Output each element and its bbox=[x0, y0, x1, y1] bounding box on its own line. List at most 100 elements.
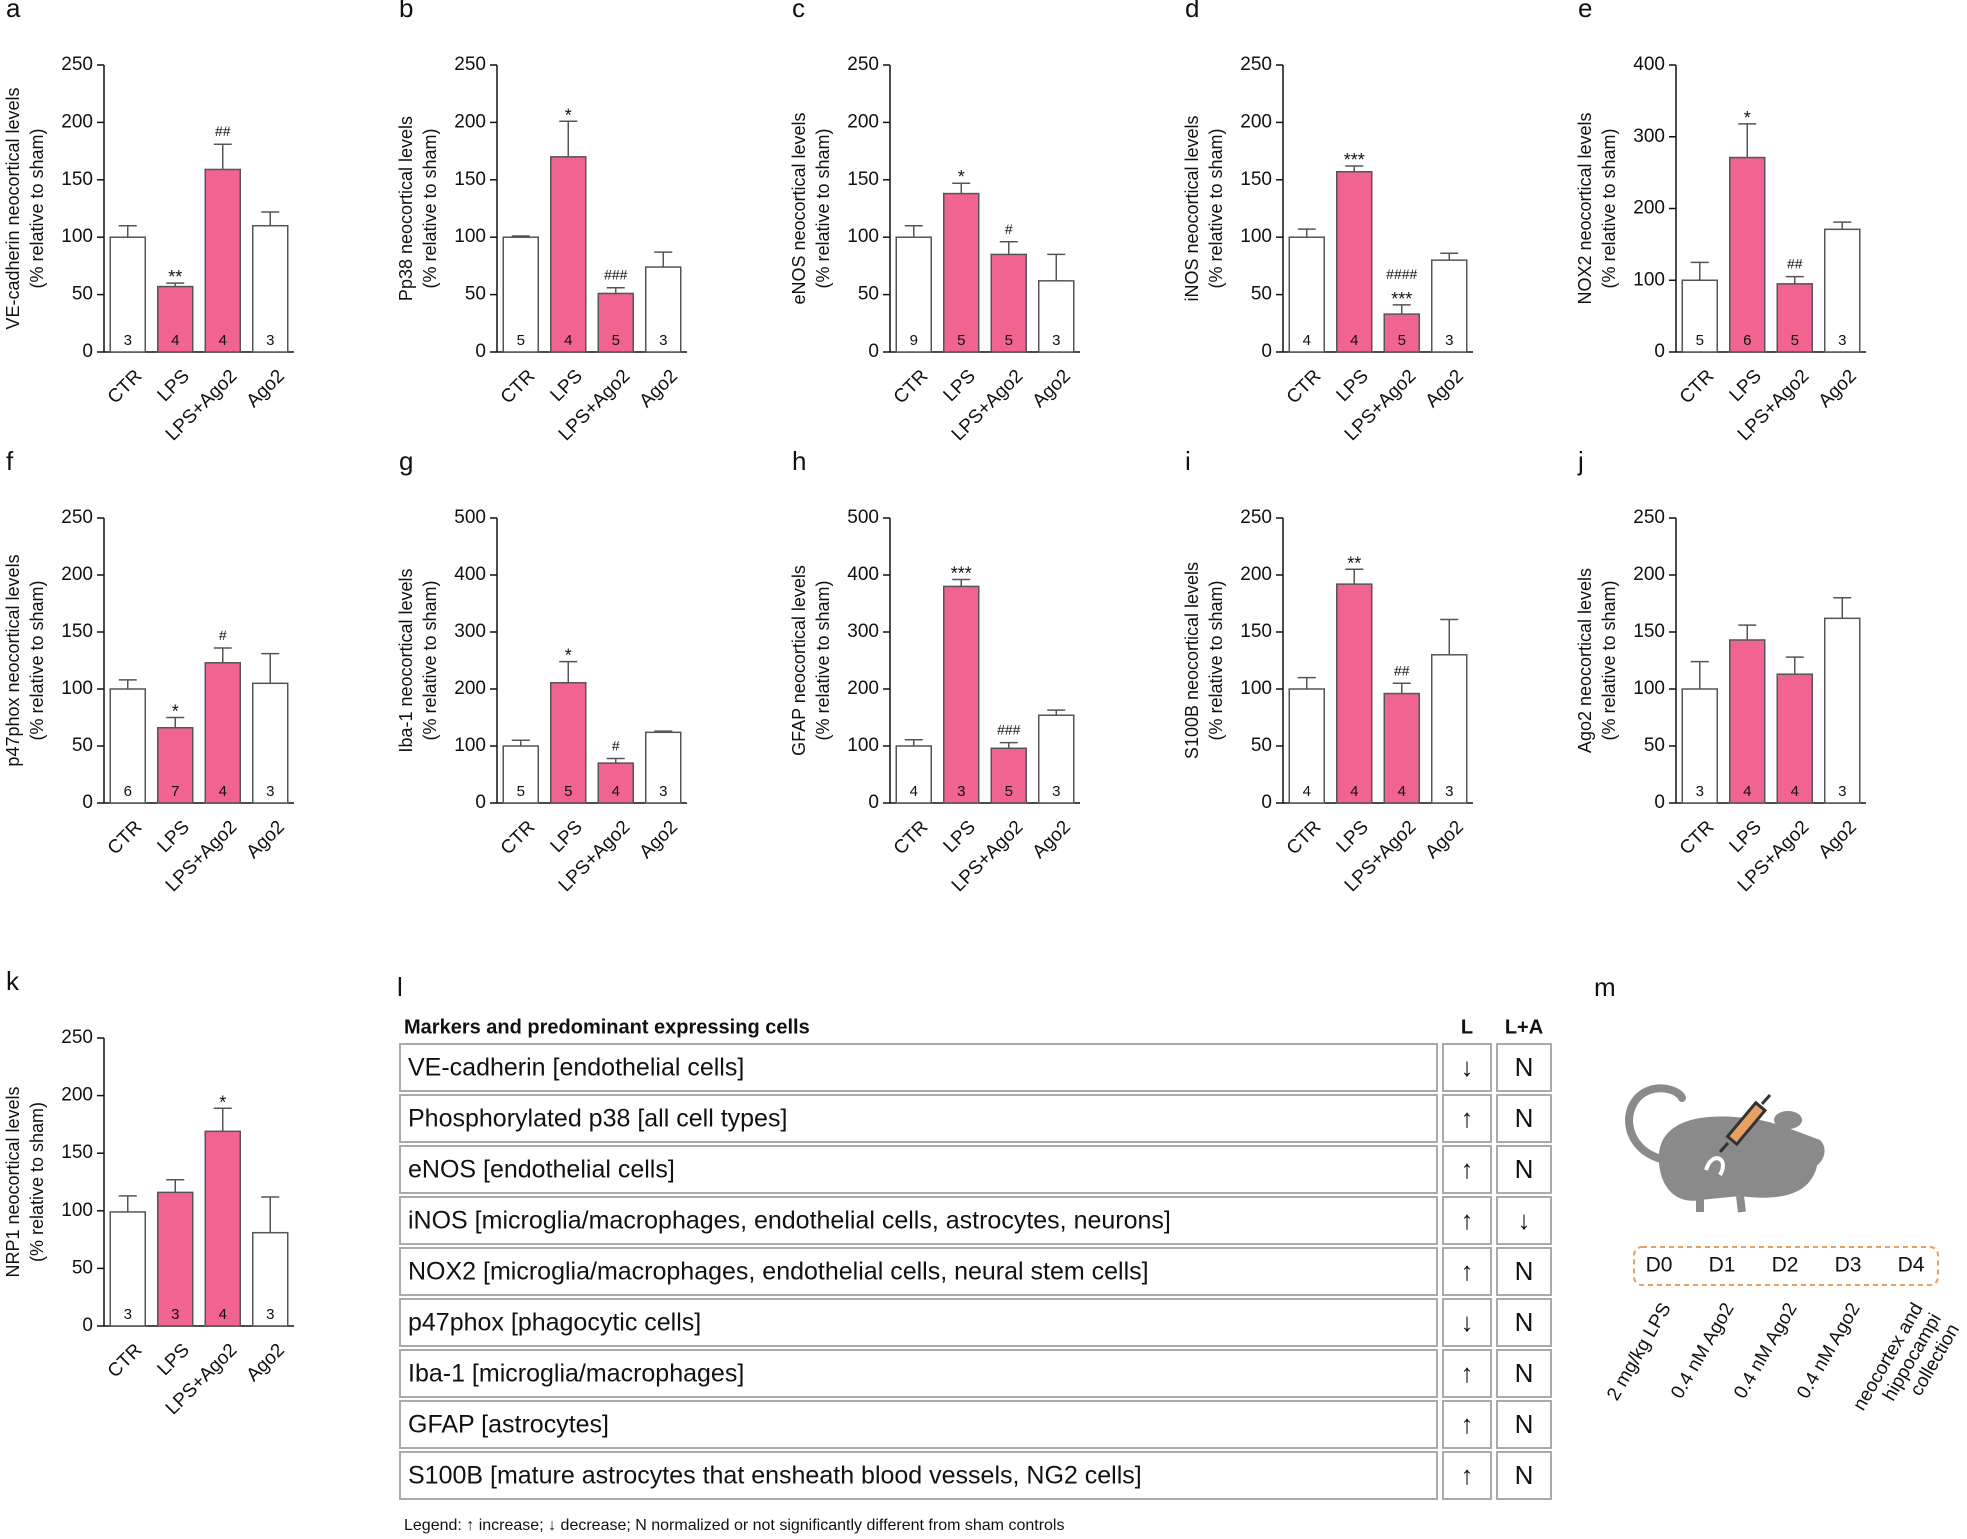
significance-hash: ## bbox=[1787, 256, 1803, 272]
y-tick-label: 0 bbox=[82, 1315, 93, 1336]
mouse-icon bbox=[1625, 1084, 1825, 1213]
n-label: 3 bbox=[266, 783, 274, 800]
panel-label: e bbox=[1578, 0, 1592, 23]
table-cell bbox=[1496, 1196, 1552, 1245]
y-axis-label: NOX2 neocortical levels bbox=[1575, 112, 1595, 304]
bar bbox=[597, 762, 634, 804]
day-label: D1 bbox=[1709, 1254, 1736, 1277]
table-cell bbox=[399, 1196, 1438, 1245]
n-label: 9 bbox=[910, 332, 918, 349]
n-label: 3 bbox=[1696, 783, 1704, 800]
x-tick-label: CTR bbox=[1283, 366, 1325, 408]
bar bbox=[109, 688, 146, 804]
y-tick-label: 250 bbox=[1633, 507, 1665, 528]
marker-text: Phosphorylated p38 [all cell types] bbox=[408, 1105, 787, 1133]
marker-text: NOX2 [microglia/macrophages, endothelial… bbox=[408, 1258, 1149, 1286]
y-axis-label: Iba-1 neocortical levels bbox=[396, 568, 416, 752]
n-label: 4 bbox=[564, 332, 572, 349]
n-label: 3 bbox=[659, 783, 667, 800]
y-tick-label: 0 bbox=[82, 792, 93, 813]
n-label: 7 bbox=[171, 783, 179, 800]
n-label: 5 bbox=[564, 783, 572, 800]
y-tick-label: 400 bbox=[1633, 54, 1665, 75]
significance-star: * bbox=[565, 646, 572, 666]
y-tick-label: 250 bbox=[1240, 54, 1272, 75]
bar bbox=[1824, 617, 1861, 804]
n-label: 3 bbox=[957, 783, 965, 800]
bar bbox=[157, 727, 194, 804]
y-axis-label: (% relative to sham) bbox=[813, 128, 833, 288]
effect-symbol: ↑ bbox=[1461, 1358, 1474, 1388]
significance-hash: ### bbox=[997, 722, 1021, 738]
bar bbox=[157, 1191, 194, 1327]
n-label: 5 bbox=[1005, 783, 1013, 800]
x-tick-label: CTR bbox=[890, 366, 932, 408]
y-tick-label: 200 bbox=[61, 1085, 93, 1106]
significance-star: * bbox=[958, 167, 965, 187]
n-label: 3 bbox=[1838, 332, 1846, 349]
n-label: 3 bbox=[1052, 783, 1060, 800]
x-tick-label: Ago2 bbox=[243, 1340, 289, 1386]
n-label: 5 bbox=[1398, 332, 1406, 349]
x-tick-label: CTR bbox=[1283, 817, 1325, 859]
bar bbox=[550, 156, 587, 353]
panel-label: j bbox=[1577, 446, 1584, 476]
x-tick-label: LPS bbox=[154, 1340, 194, 1380]
bar bbox=[1681, 279, 1718, 353]
mouse-legs bbox=[1696, 1195, 1746, 1213]
mouse-detail bbox=[1704, 1156, 1725, 1177]
y-tick-label: 300 bbox=[847, 621, 879, 642]
y-axis-label: eNOS neocortical levels bbox=[789, 112, 809, 304]
effect-symbol: ↑ bbox=[1461, 1103, 1474, 1133]
y-tick-label: 200 bbox=[1240, 111, 1272, 132]
treatment-text: 0.4 nM Ago2 bbox=[1793, 1300, 1865, 1403]
syringe bbox=[1718, 1094, 1772, 1153]
n-label: 5 bbox=[1005, 332, 1013, 349]
x-tick-label: Ago2 bbox=[1815, 817, 1861, 863]
bar bbox=[895, 745, 932, 804]
panel-label: h bbox=[792, 446, 806, 476]
bar bbox=[502, 745, 539, 804]
bar bbox=[157, 285, 194, 353]
significance-star: * bbox=[219, 1092, 226, 1112]
effect-symbol: N bbox=[1515, 1154, 1534, 1184]
y-axis-label: (% relative to sham) bbox=[1599, 580, 1619, 740]
x-tick-label: Ago2 bbox=[1815, 366, 1861, 412]
y-axis-label: (% relative to sham) bbox=[1206, 128, 1226, 288]
bar bbox=[990, 253, 1027, 353]
n-label: 4 bbox=[1791, 783, 1799, 800]
day-label: D3 bbox=[1835, 1254, 1862, 1277]
y-tick-label: 50 bbox=[72, 735, 93, 756]
panel-label: i bbox=[1185, 446, 1191, 476]
bar bbox=[252, 224, 289, 353]
bar bbox=[1383, 313, 1420, 353]
significance-star: * bbox=[565, 105, 572, 125]
significance-star: * bbox=[1744, 108, 1751, 128]
x-tick-label: LPS bbox=[1726, 366, 1766, 406]
bar bbox=[1038, 280, 1075, 353]
y-axis-label: GFAP neocortical levels bbox=[789, 565, 809, 756]
effect-symbol: ↓ bbox=[1461, 1307, 1474, 1337]
y-tick-label: 0 bbox=[475, 341, 486, 362]
bar bbox=[1776, 283, 1813, 353]
y-tick-label: 0 bbox=[1654, 341, 1665, 362]
y-tick-label: 200 bbox=[847, 111, 879, 132]
day-label: D2 bbox=[1772, 1254, 1799, 1277]
significance-hash: # bbox=[612, 738, 620, 754]
y-tick-label: 0 bbox=[1261, 341, 1272, 362]
significance-star: *** bbox=[951, 564, 972, 584]
treatment-text: 2 mg/kg LPS bbox=[1603, 1300, 1676, 1405]
y-tick-label: 100 bbox=[454, 735, 486, 756]
panel-label: b bbox=[399, 0, 413, 23]
significance-hash: ## bbox=[1394, 662, 1410, 678]
x-tick-label: CTR bbox=[1676, 817, 1718, 859]
y-tick-label: 250 bbox=[454, 54, 486, 75]
n-label: 5 bbox=[517, 783, 525, 800]
effect-symbol: N bbox=[1515, 1460, 1534, 1490]
bar bbox=[1383, 692, 1420, 804]
x-tick-label: LPS bbox=[1726, 817, 1766, 857]
effect-symbol: N bbox=[1515, 1358, 1534, 1388]
bar bbox=[1729, 639, 1766, 804]
bar bbox=[1729, 156, 1766, 353]
y-tick-label: 100 bbox=[61, 226, 93, 247]
